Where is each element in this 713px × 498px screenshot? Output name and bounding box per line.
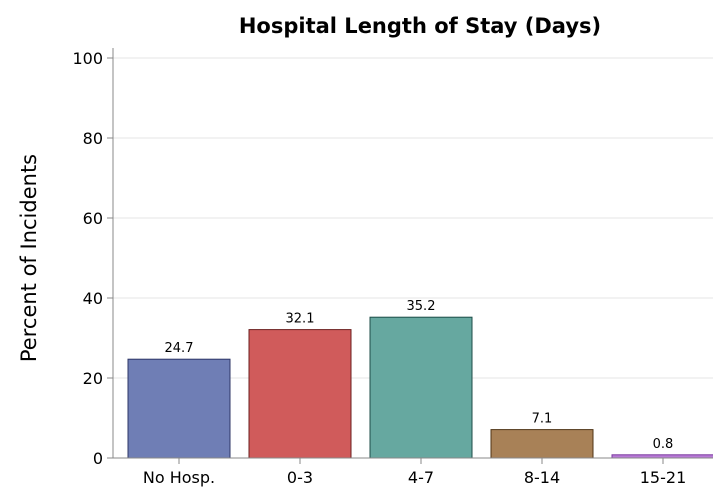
bar	[127, 358, 231, 459]
y-tick-label: 0	[93, 449, 103, 468]
y-axis-label: Percent of Incidents	[17, 154, 41, 362]
y-tick-label: 80	[83, 129, 103, 148]
bar	[369, 316, 473, 459]
x-axis-ticks: No Hosp. 0-3 4-7 8-14 15-21	[143, 458, 686, 487]
y-axis-ticks: 0 20 40 60 80 100	[72, 49, 113, 468]
bar	[490, 429, 594, 459]
y-tick-label: 40	[83, 289, 103, 308]
y-tick-label: 60	[83, 209, 103, 228]
x-tick-label: 8-14	[524, 468, 560, 487]
x-tick-label: 4-7	[408, 468, 434, 487]
chart-title: Hospital Length of Stay (Days)	[239, 14, 601, 38]
x-tick-label: 15-21	[640, 468, 687, 487]
bar	[248, 329, 352, 459]
data-label: 35.2	[407, 299, 436, 314]
data-labels: 24.7 32.1 35.2 7.1 0.8	[165, 299, 674, 452]
y-tick-label: 20	[83, 369, 103, 388]
data-label: 7.1	[532, 412, 553, 427]
data-label: 24.7	[165, 341, 194, 356]
data-label: 32.1	[286, 312, 315, 327]
y-tick-label: 100	[72, 49, 103, 68]
x-tick-label: 0-3	[287, 468, 313, 487]
x-tick-label: No Hosp.	[143, 468, 215, 487]
data-label: 0.8	[653, 437, 674, 452]
gridlines	[113, 57, 713, 379]
bars	[127, 316, 713, 459]
